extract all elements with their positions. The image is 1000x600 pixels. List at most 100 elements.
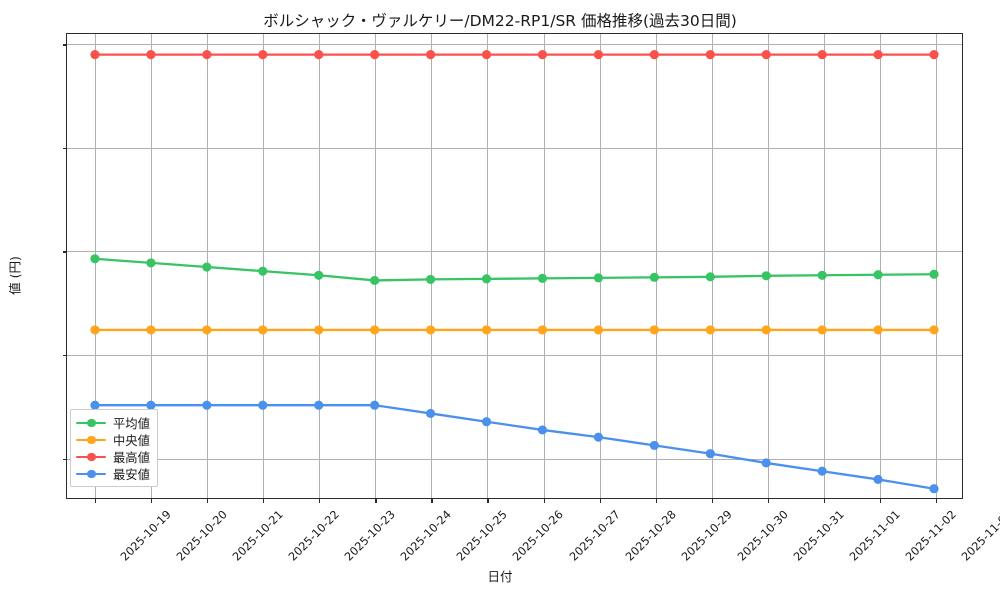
data-point-marker xyxy=(873,270,883,280)
data-point-marker xyxy=(817,50,827,60)
x-tick-label: 2025-10-28 xyxy=(622,508,679,564)
legend-item[interactable]: 平均値 xyxy=(76,414,150,431)
x-tick-mark xyxy=(599,498,601,503)
data-point-marker xyxy=(761,325,771,335)
series-line xyxy=(93,257,936,282)
x-tick-label: 2025-10-29 xyxy=(678,508,735,564)
x-tick-mark xyxy=(935,498,938,503)
x-gridline xyxy=(711,34,713,498)
data-point-marker xyxy=(426,50,436,60)
x-tick-label: 2025-11-01 xyxy=(847,508,903,564)
y-tick-mark xyxy=(62,44,67,46)
y-tick-mark xyxy=(62,458,67,460)
x-tick-mark xyxy=(879,498,882,503)
series-平均値 xyxy=(90,254,939,286)
legend-swatch-icon xyxy=(76,417,106,429)
data-point-marker xyxy=(817,270,827,280)
data-point-marker xyxy=(258,400,268,410)
data-point-marker xyxy=(649,440,659,450)
x-tick-label: 2025-11-02 xyxy=(903,508,959,564)
legend-label: 平均値 xyxy=(113,416,150,431)
data-point-marker xyxy=(761,50,771,60)
x-tick-label: 2025-10-30 xyxy=(734,508,791,564)
data-point-marker xyxy=(481,417,492,427)
x-gridline xyxy=(823,34,825,498)
data-point-marker xyxy=(481,274,492,284)
series-中央値 xyxy=(90,325,939,335)
x-gridline xyxy=(879,34,881,498)
x-tick-label: 2025-10-27 xyxy=(566,508,623,564)
x-tick-label: 2025-10-31 xyxy=(791,508,847,564)
data-point-marker xyxy=(202,50,212,60)
data-point-marker xyxy=(537,50,548,60)
chart-title: ボルシャック・ヴァルケリー/DM22-RP1/SR 価格推移(過去30日間) xyxy=(263,12,737,30)
y-gridline xyxy=(67,44,962,46)
x-tick-mark xyxy=(823,498,826,503)
data-point-marker xyxy=(593,432,603,442)
x-gridline xyxy=(599,34,601,498)
x-tick-mark xyxy=(375,498,377,503)
x-tick-label: 2025-10-23 xyxy=(342,508,399,564)
legend-swatch-icon xyxy=(76,468,106,480)
data-point-marker xyxy=(537,425,548,435)
data-point-marker xyxy=(202,325,212,335)
series-最高値 xyxy=(90,50,939,60)
data-point-marker xyxy=(90,50,100,60)
data-point-marker xyxy=(929,325,939,335)
y-tick-mark xyxy=(62,355,67,357)
x-tick-label: 2025-10-26 xyxy=(510,508,567,564)
x-gridline xyxy=(655,34,657,498)
data-point-marker xyxy=(370,275,380,286)
data-point-marker xyxy=(258,325,268,335)
plot-area xyxy=(62,33,963,503)
data-point-marker xyxy=(705,272,715,282)
data-point-marker xyxy=(202,400,212,410)
data-point-marker xyxy=(146,325,156,335)
legend-item[interactable]: 中央値 xyxy=(76,431,150,448)
x-gridline xyxy=(935,34,937,498)
data-point-marker xyxy=(929,50,939,60)
data-point-marker xyxy=(426,274,436,284)
data-point-marker xyxy=(370,50,380,60)
x-axis-label: 日付 xyxy=(487,569,513,584)
series-最安値 xyxy=(90,400,939,494)
x-tick-mark xyxy=(431,498,433,503)
y-gridline xyxy=(67,458,962,460)
x-tick-mark xyxy=(95,498,97,503)
x-gridline xyxy=(543,34,545,498)
data-point-marker xyxy=(593,273,603,283)
x-tick-mark xyxy=(263,498,265,503)
x-tick-label: 2025-10-21 xyxy=(230,508,287,564)
data-point-marker xyxy=(649,272,659,282)
data-point-marker xyxy=(705,50,715,60)
y-gridline xyxy=(67,251,962,253)
legend-item[interactable]: 最安値 xyxy=(76,465,150,482)
series-line xyxy=(93,404,936,490)
legend-label: 中央値 xyxy=(113,433,150,448)
data-point-marker xyxy=(649,325,659,335)
x-gridline xyxy=(431,34,433,498)
x-gridline xyxy=(95,34,97,498)
data-point-marker xyxy=(537,325,548,335)
data-point-marker xyxy=(593,325,603,335)
data-point-marker xyxy=(314,400,324,410)
x-gridline xyxy=(487,34,489,498)
data-point-marker xyxy=(537,273,548,283)
x-tick-label: 2025-11-03 xyxy=(959,508,1000,564)
data-point-marker xyxy=(314,325,324,335)
legend-swatch-icon xyxy=(76,451,106,463)
data-point-marker xyxy=(426,325,436,335)
x-tick-label: 2025-10-20 xyxy=(174,508,230,564)
data-point-marker xyxy=(873,474,883,485)
data-point-marker xyxy=(370,400,380,410)
data-point-marker xyxy=(146,50,156,60)
data-point-marker xyxy=(761,458,771,468)
legend-item[interactable]: 最高値 xyxy=(76,448,150,465)
data-point-marker xyxy=(202,262,212,272)
y-gridline xyxy=(67,355,962,357)
y-tick-mark xyxy=(62,147,67,150)
legend-label: 最高値 xyxy=(113,450,150,465)
data-point-marker xyxy=(593,50,603,60)
x-gridline xyxy=(767,34,769,498)
